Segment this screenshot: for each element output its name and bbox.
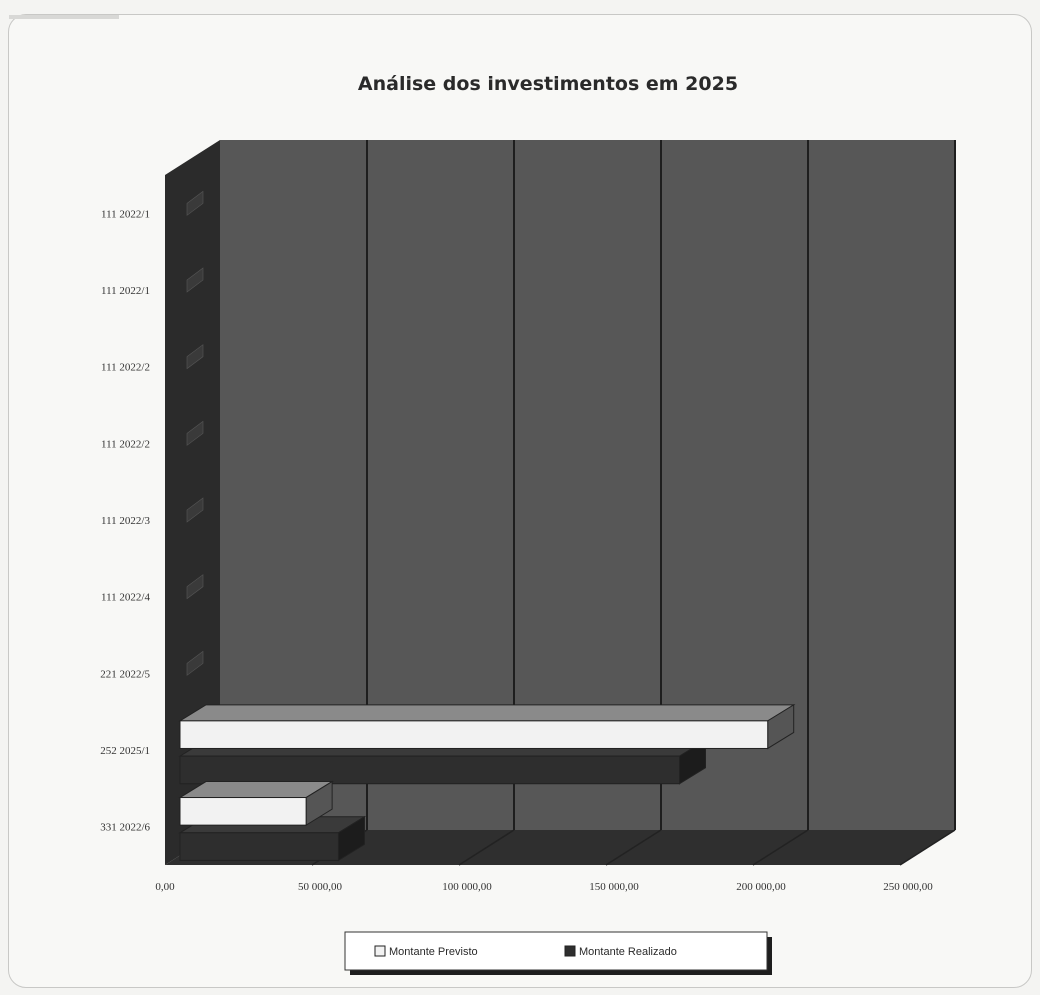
floor-gridline — [458, 829, 515, 866]
side-wall-tick — [186, 574, 204, 600]
legend-swatch — [564, 945, 576, 957]
floor-gridline — [605, 829, 662, 866]
side-wall-tick — [186, 650, 204, 676]
side-wall-tick — [186, 344, 204, 370]
category-label: 111 2022/2 — [101, 438, 150, 450]
category-label: 111 2022/1 — [101, 285, 150, 297]
side-wall-tick — [186, 497, 204, 523]
x-tick-label: 100 000,00 — [442, 881, 492, 893]
side-wall — [165, 140, 220, 865]
legend-label: Montante Realizado — [579, 946, 677, 958]
category-label: 111 2022/2 — [101, 362, 150, 374]
side-wall-tick — [186, 190, 204, 216]
category-label: 111 2022/3 — [101, 515, 150, 527]
legend: Montante Previsto Montante Realizado — [344, 931, 772, 975]
floor-gridline — [899, 829, 956, 866]
category-label: 252 2025/1 — [100, 745, 150, 757]
side-wall-tick — [186, 267, 204, 293]
x-tick-label: 200 000,00 — [736, 881, 786, 893]
category-label: 331 2022/6 — [100, 822, 150, 834]
x-tick-label: 250 000,00 — [883, 881, 933, 893]
legend-label: Montante Previsto — [389, 946, 478, 958]
category-label: 221 2022/5 — [100, 668, 150, 680]
floor-gridline — [752, 829, 809, 866]
category-label: 111 2022/4 — [101, 592, 150, 604]
bar-montante-previsto — [179, 797, 307, 826]
legend-swatch — [374, 945, 386, 957]
legend-box — [344, 931, 768, 971]
bar-montante-realizado — [179, 832, 339, 861]
bar-montante-realizado — [179, 755, 680, 785]
chart-title: Análise dos investimentos em 2025 — [358, 73, 738, 95]
bar-montante-previsto — [179, 720, 769, 749]
x-tick-label: 150 000,00 — [589, 881, 639, 893]
card-corner-mark — [9, 15, 119, 19]
bar-montante-previsto-top — [178, 704, 796, 722]
x-tick-label: 50 000,00 — [298, 881, 343, 893]
category-label: 111 2022/1 — [101, 208, 150, 220]
x-tick-label: 0,00 — [155, 881, 175, 893]
category-labels: 111 2022/1 111 2022/1 111 2022/2 111 2022/2… — [100, 190, 204, 834]
x-tick-labels: 0,00 50 000,00 100 000,00 150 000,00 200 000… — [155, 881, 933, 893]
side-wall-tick — [186, 420, 204, 446]
bars — [178, 703, 796, 862]
